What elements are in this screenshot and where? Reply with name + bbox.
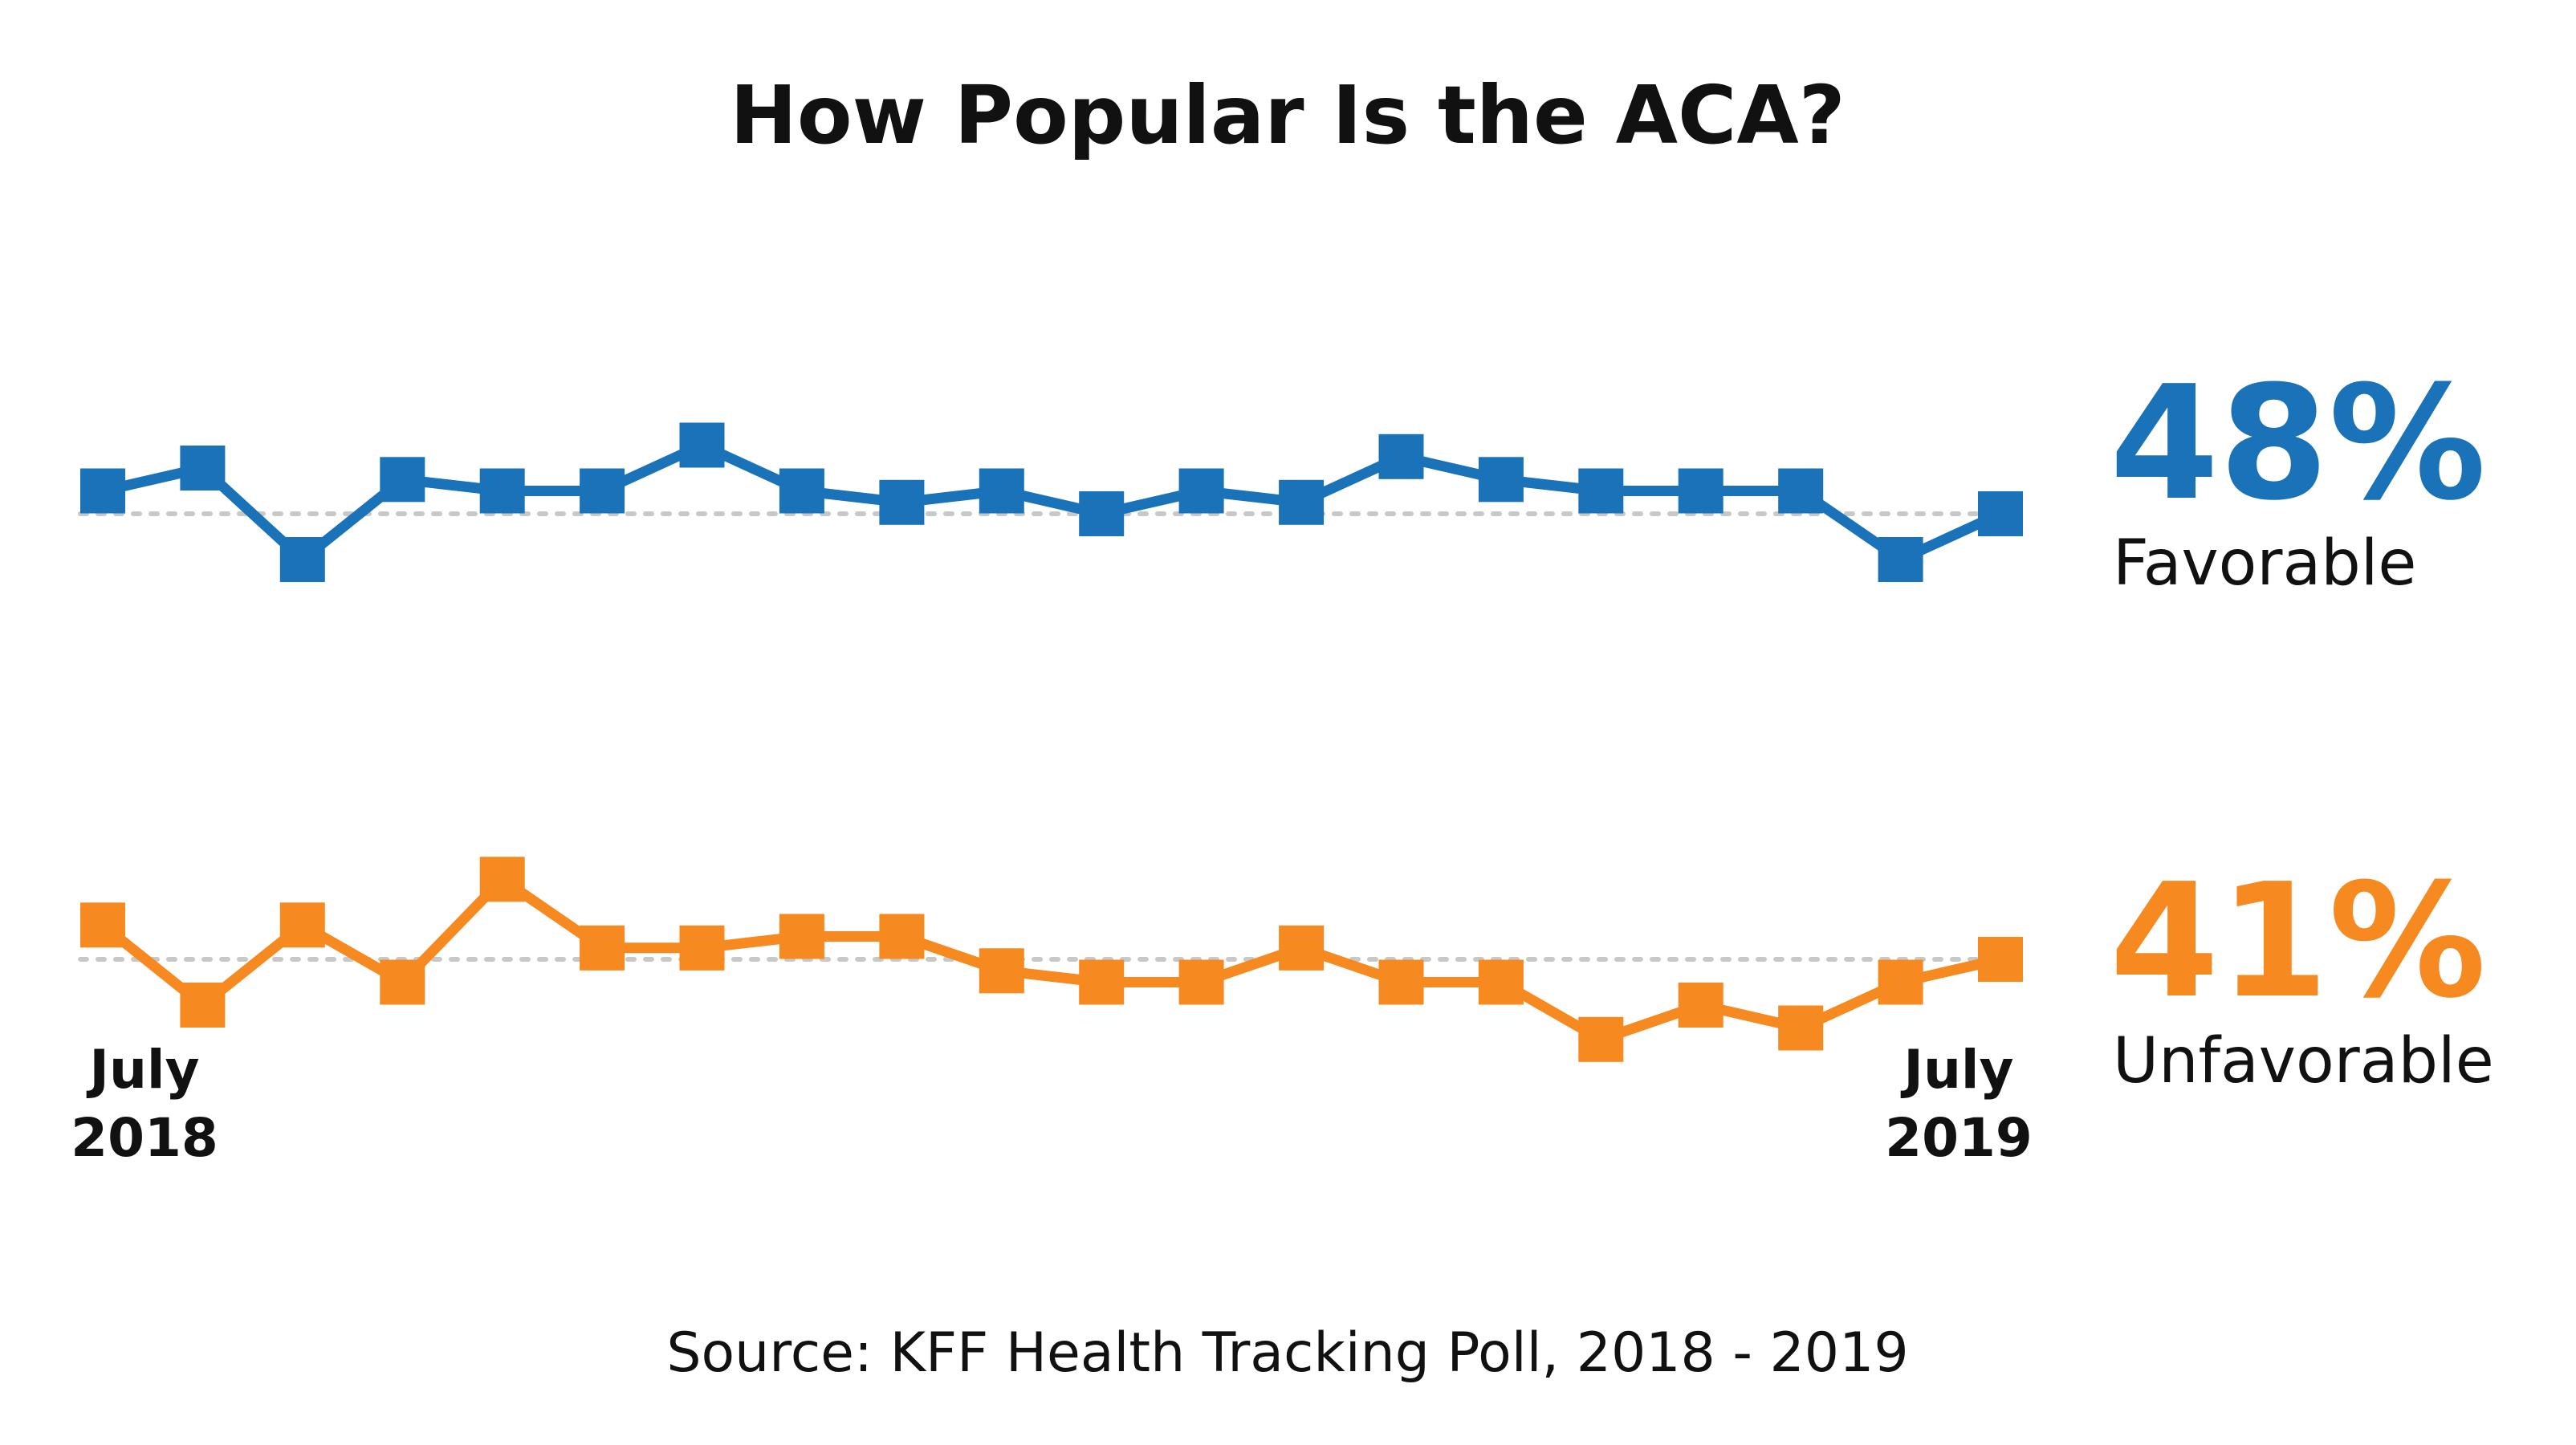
unfavorable-point-14 bbox=[1378, 959, 1424, 1005]
favorable-point-3 bbox=[279, 537, 325, 582]
favorable-point-11 bbox=[1079, 491, 1125, 536]
favorable-point-2 bbox=[180, 446, 226, 490]
unfavorable-point-19 bbox=[1878, 959, 1923, 1005]
favorable-point-13 bbox=[1279, 479, 1325, 525]
favorable-point-9 bbox=[879, 479, 925, 525]
favorable-point-20 bbox=[1978, 491, 2023, 536]
unfavorable-point-8 bbox=[779, 914, 824, 959]
x-start-label-month: July bbox=[86, 1039, 199, 1101]
favorable-point-8 bbox=[779, 468, 824, 514]
unfavorable-point-12 bbox=[1178, 959, 1224, 1005]
unfavorable-label: Unfavorable bbox=[2113, 1025, 2494, 1097]
unfavorable-point-9 bbox=[879, 914, 925, 959]
unfavorable-point-7 bbox=[679, 925, 725, 971]
favorable-point-17 bbox=[1678, 468, 1723, 514]
favorable-label: Favorable bbox=[2113, 527, 2416, 600]
series-layer bbox=[80, 422, 2023, 1062]
unfavorable-point-4 bbox=[380, 959, 425, 1005]
unfavorable-point-10 bbox=[979, 948, 1024, 994]
favorable-point-14 bbox=[1378, 434, 1424, 479]
unfavorable-value: 41% bbox=[2110, 850, 2486, 1033]
favorable-point-1 bbox=[80, 468, 125, 514]
favorable-point-5 bbox=[479, 468, 525, 514]
x-start-label-year: 2018 bbox=[71, 1107, 218, 1169]
favorable-point-12 bbox=[1178, 468, 1224, 514]
reference-lines bbox=[78, 511, 2009, 962]
unfavorable-point-5 bbox=[479, 857, 525, 902]
x-end-label-year: 2019 bbox=[1885, 1107, 2033, 1169]
favorable-value: 48% bbox=[2110, 352, 2486, 535]
favorable-point-7 bbox=[679, 422, 725, 468]
unfavorable-point-3 bbox=[279, 902, 325, 948]
favorable-point-10 bbox=[979, 468, 1024, 514]
unfavorable-point-17 bbox=[1678, 983, 1723, 1028]
source-note: Source: KFF Health Tracking Poll, 2018 -… bbox=[666, 1321, 1908, 1385]
unfavorable-point-6 bbox=[580, 925, 625, 971]
favorable-point-6 bbox=[580, 468, 625, 514]
unfavorable-point-20 bbox=[1978, 937, 2023, 982]
unfavorable-point-11 bbox=[1079, 959, 1125, 1005]
chart-title: How Popular Is the ACA? bbox=[730, 68, 1846, 162]
favorable-point-15 bbox=[1478, 457, 1524, 503]
favorable-point-18 bbox=[1778, 468, 1824, 514]
unfavorable-point-1 bbox=[80, 902, 125, 948]
unfavorable-point-13 bbox=[1279, 925, 1325, 971]
x-end-label-month: July bbox=[1900, 1039, 2013, 1101]
unfavorable-point-16 bbox=[1578, 1016, 1624, 1062]
unfavorable-point-2 bbox=[180, 983, 226, 1028]
unfavorable-point-15 bbox=[1478, 959, 1524, 1005]
unfavorable-point-18 bbox=[1778, 1005, 1824, 1051]
favorable-point-4 bbox=[380, 457, 425, 503]
favorable-point-16 bbox=[1578, 468, 1624, 514]
favorable-point-19 bbox=[1878, 537, 1923, 582]
